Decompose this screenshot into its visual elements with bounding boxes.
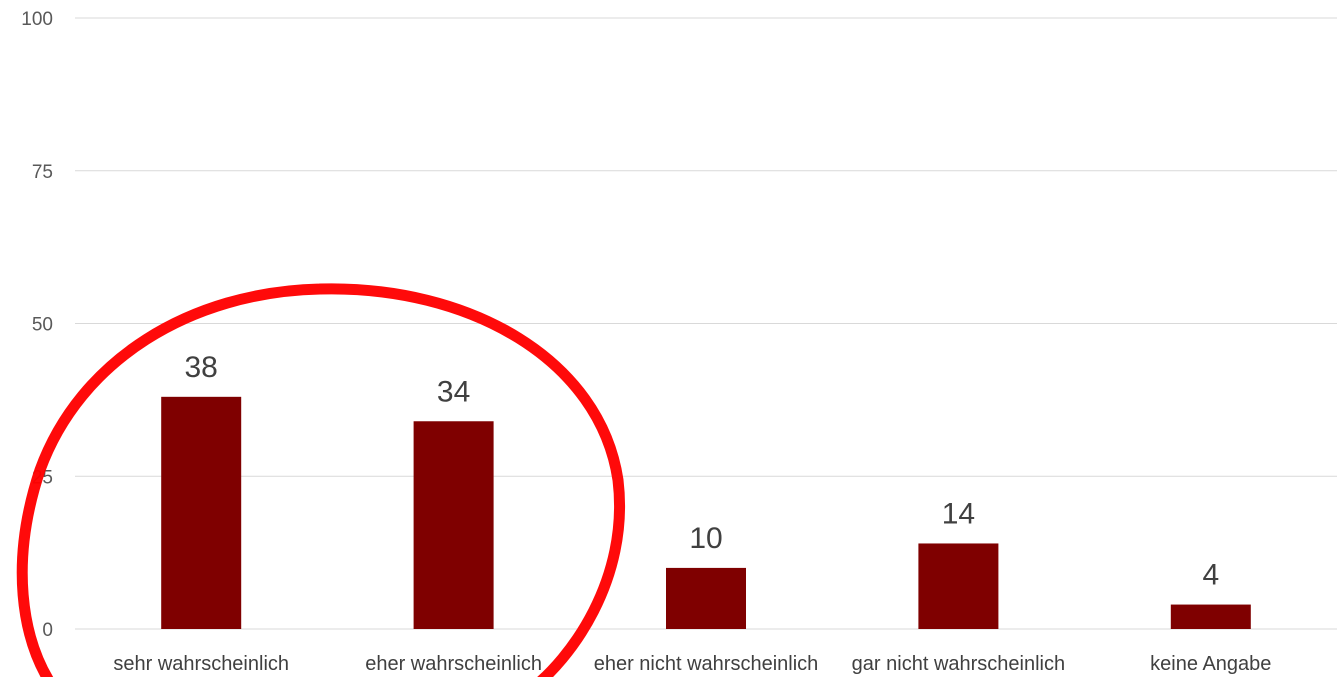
data-label: 14 xyxy=(942,497,975,530)
gridlines xyxy=(75,17,1337,630)
data-label: 34 xyxy=(437,375,470,408)
x-tick-label: eher wahrscheinlich xyxy=(365,653,542,675)
y-tick-label: 75 xyxy=(32,162,53,183)
x-axis: sehr wahrscheinlich eher wahrscheinlich eh… xyxy=(113,653,1271,675)
data-label: 38 xyxy=(185,351,218,384)
data-labels: 38 34 10 14 4 xyxy=(185,351,1220,592)
x-tick-label: keine Angabe xyxy=(1150,653,1271,675)
bar xyxy=(1170,604,1251,629)
bars xyxy=(161,396,1251,629)
y-tick-label: 0 xyxy=(42,620,53,641)
x-tick-label: sehr wahrscheinlich xyxy=(113,653,289,675)
bar xyxy=(666,567,746,629)
bar xyxy=(413,421,494,629)
x-tick-label: gar nicht wahrscheinlich xyxy=(852,653,1065,675)
y-tick-label: 50 xyxy=(32,315,53,336)
bar xyxy=(918,543,999,629)
x-tick-label: eher nicht wahrscheinlich xyxy=(594,653,819,675)
bar xyxy=(161,396,242,629)
data-label: 10 xyxy=(689,522,722,555)
red-circle-annotation xyxy=(16,283,625,677)
annotation-layer xyxy=(16,283,625,677)
y-tick-label: 100 xyxy=(21,9,53,30)
data-label: 4 xyxy=(1202,559,1219,592)
